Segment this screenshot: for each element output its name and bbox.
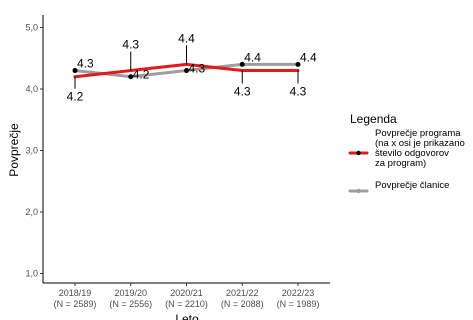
data-label-program: 4.4: [178, 31, 195, 45]
data-label-program: 4.2: [67, 90, 84, 104]
y-axis-title: Povprečje: [7, 123, 21, 177]
data-label-member: 4.4: [244, 50, 261, 64]
legend: Legenda Povprečje programa(na x osi je p…: [348, 112, 465, 194]
y-tick-label: 5,0: [25, 23, 38, 33]
data-label-member: 4.4: [300, 50, 317, 64]
data-label-member: 4.3: [77, 57, 94, 71]
data-point: [128, 74, 134, 80]
legend-label-program: Povprečje programa: [375, 128, 461, 139]
data-label-member: 4.2: [133, 68, 150, 82]
y-tick-label: 4,0: [25, 84, 38, 94]
x-tick-label: 2019/20: [114, 288, 147, 298]
y-tick-label: 1,0: [25, 269, 38, 279]
y-tick-label: 2,0: [25, 207, 38, 217]
data-point: [239, 61, 245, 67]
x-axis-title: Leto: [175, 312, 199, 320]
y-tick-label: 3,0: [25, 146, 38, 156]
x-tick-label-n: (N = 2589): [54, 299, 97, 309]
legend-label-member: Povprečje članice: [375, 180, 449, 191]
x-tick-label: 2022/23: [282, 288, 315, 298]
data-point: [72, 68, 78, 74]
x-tick-label-n: (N = 2556): [109, 299, 152, 309]
x-tick-label-n: (N = 1989): [277, 299, 320, 309]
data-label-program: 4.3: [234, 85, 251, 99]
data-label-program: 4.3: [290, 85, 307, 99]
legend-label-program: število odgovorov: [375, 148, 449, 159]
legend-label-program: (na x osi je prikazano: [375, 138, 465, 149]
legend-label-program: za program): [375, 158, 426, 169]
x-tick-label: 2018/19: [59, 288, 92, 298]
data-label-program: 4.3: [122, 38, 139, 52]
legend-title: Legenda: [350, 112, 397, 126]
x-tick-label-n: (N = 2088): [221, 299, 264, 309]
x-tick-label-n: (N = 2210): [165, 299, 208, 309]
data-label-member: 4.3: [189, 62, 206, 76]
legend-key-program-point: [356, 150, 361, 156]
data-point: [184, 68, 189, 74]
legend-key-member-point: [356, 188, 361, 194]
data-point: [295, 61, 301, 67]
x-tick-label: 2020/21: [170, 288, 203, 298]
x-tick-label: 2021/22: [226, 288, 259, 298]
